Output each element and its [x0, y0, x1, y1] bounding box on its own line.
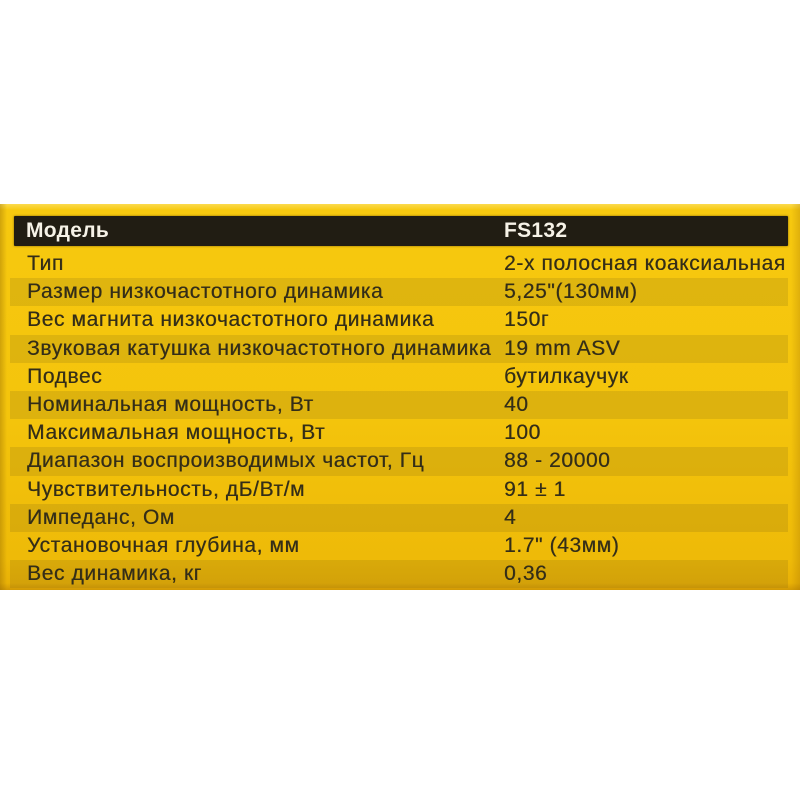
table-row: Импеданс, Ом 4: [10, 503, 788, 532]
table-row: Подвес бутилкаучук: [10, 363, 788, 391]
table-row: Тип 2-х полосная коаксиальная: [10, 250, 788, 278]
spec-label: Номинальная мощность, Вт: [27, 393, 314, 417]
spec-label: Чувствительность, дБ/Вт/м: [27, 477, 306, 501]
table-row: Звуковая катушка низкочастотного динамик…: [10, 334, 788, 363]
table-row: Размер низкочастотного динамика 5,25"(13…: [10, 278, 788, 307]
table-row: Вес магнита низкочастотного динамика 150…: [10, 306, 788, 334]
spec-value: 88 - 20000: [504, 449, 611, 473]
spec-label: Вес магнита низкочастотного динамика: [27, 308, 435, 332]
spec-label: Импеданс, Ом: [27, 505, 175, 529]
spec-rows: Тип 2-х полосная коаксиальная Размер низ…: [10, 250, 788, 589]
spec-value: 19 mm ASV: [504, 336, 621, 360]
spec-label: Установочная глубина, мм: [27, 533, 300, 557]
spec-label: Звуковая катушка низкочастотного динамик…: [27, 336, 492, 360]
spec-label: Максимальная мощность, Вт: [27, 421, 326, 445]
spec-value: бутилкаучук: [504, 364, 629, 388]
model-header-value: FS132: [504, 219, 568, 242]
spec-value: 2-х полосная коаксиальная: [504, 252, 786, 276]
table-row: Диапазон воспроизводимых частот, Гц 88 -…: [10, 447, 788, 476]
spec-value: 4: [504, 505, 517, 529]
spec-label: Подвес: [27, 364, 103, 388]
spec-value: 150г: [504, 308, 550, 332]
table-row: Чувствительность, дБ/Вт/м 91 ± 1: [10, 476, 788, 504]
spec-label: Вес динамика, кг: [27, 562, 202, 586]
model-header-label: Модель: [26, 219, 110, 242]
table-row: Номинальная мощность, Вт 40: [10, 390, 788, 420]
spec-value: 5,25"(130мм): [504, 280, 638, 304]
spec-label: Тип: [27, 252, 64, 276]
spec-label: Размер низкочастотного динамика: [27, 280, 384, 304]
spec-value: 1.7" (43мм): [504, 533, 620, 557]
spec-value: 91 ± 1: [504, 477, 566, 501]
spec-label: Диапазон воспроизводимых частот, Гц: [27, 449, 425, 473]
table-row: Установочная глубина, мм 1.7" (43мм): [10, 532, 788, 560]
table-row: Вес динамика, кг 0,36: [10, 560, 788, 589]
table-row: Максимальная мощность, Вт 100: [10, 419, 788, 447]
spec-value: 40: [504, 393, 529, 417]
model-header-bar: Модель FS132: [14, 216, 788, 246]
spec-table-panel: Модель FS132 Тип 2-х полосная коаксиальн…: [0, 204, 800, 590]
spec-value: 0,36: [504, 562, 548, 586]
spec-value: 100: [504, 421, 541, 445]
